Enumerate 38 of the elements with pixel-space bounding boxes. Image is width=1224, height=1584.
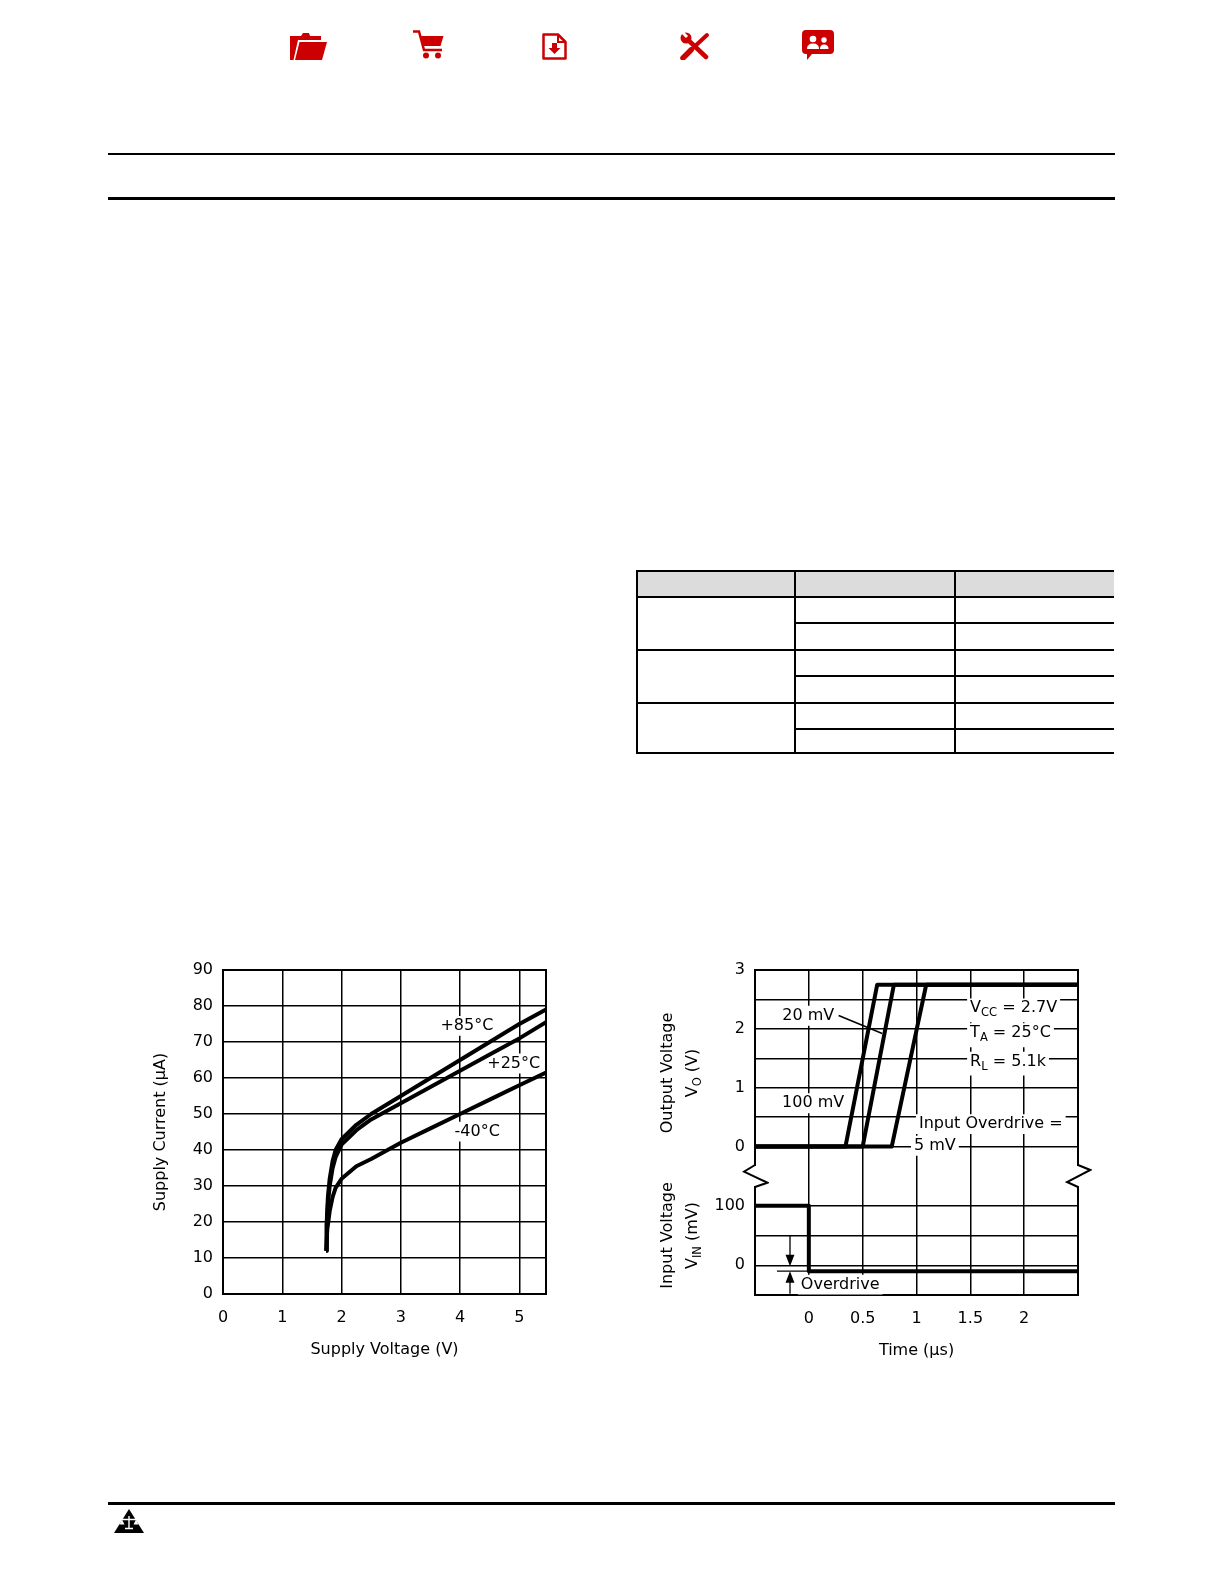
x-tick-label: 5 (514, 1306, 525, 1326)
x-tick-label: 2 (336, 1306, 347, 1326)
y-tick-label: 10 (192, 1247, 213, 1267)
legend-label: 20 mV (782, 1004, 835, 1024)
y-tick-label: 3 (734, 959, 745, 979)
y-tick-label: 70 (192, 1031, 213, 1051)
x-axis-title: Time (μs) (877, 1340, 955, 1360)
y-tick-label: 80 (192, 995, 213, 1015)
series-label: -40°C (454, 1120, 500, 1140)
x-tick-label: 0 (803, 1307, 814, 1327)
x-tick-label: 3 (395, 1306, 406, 1326)
annotation: Input Overdrive = (918, 1113, 1063, 1133)
y-tick-label: 20 (192, 1211, 213, 1231)
y-tick-label: 0 (734, 1135, 745, 1155)
y-tick-label: 1 (734, 1076, 745, 1096)
x-tick-label: 4 (454, 1306, 466, 1326)
y-tick-label: 100 (714, 1194, 745, 1214)
series-label: 5 mV (914, 1134, 956, 1154)
annotation: Overdrive (800, 1273, 880, 1293)
y-tick-label: 30 (192, 1175, 213, 1195)
x-tick-label: 0.5 (849, 1307, 876, 1327)
series-label: 100 mV (782, 1092, 845, 1112)
x-tick-label: 1.5 (957, 1307, 984, 1327)
y-tick-label: 40 (192, 1139, 213, 1159)
y-tick-label: 50 (192, 1103, 213, 1123)
x-tick-label: 1 (277, 1306, 288, 1326)
series-label: +85°C (440, 1015, 494, 1035)
x-axis-title: Supply Voltage (V) (310, 1339, 459, 1359)
x-tick-label: 2 (1019, 1307, 1030, 1327)
x-tick-label: 1 (911, 1307, 922, 1327)
y-tick-label: 2 (734, 1018, 745, 1038)
y-axis-title: Supply Current (μA) (150, 1052, 170, 1212)
y-tick-label: 0 (202, 1283, 213, 1303)
series-label: +25°C (487, 1052, 541, 1072)
x-tick-label: 0 (217, 1306, 229, 1326)
y-tick-label: 90 (192, 959, 213, 979)
y-tick-label: 60 (192, 1067, 213, 1087)
y-tick-label: 0 (734, 1254, 745, 1274)
